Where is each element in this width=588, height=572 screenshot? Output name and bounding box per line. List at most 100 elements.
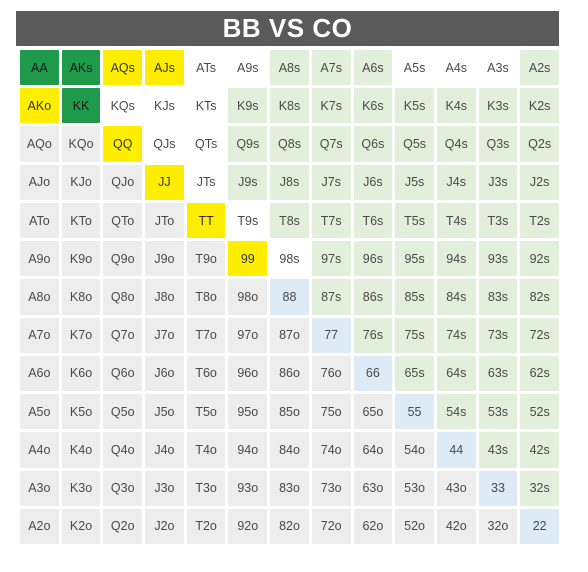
hand-cell-TT: TT — [186, 202, 226, 239]
hand-cell-63s: 63s — [478, 355, 518, 392]
hand-cell-K5o: K5o — [61, 394, 101, 430]
hand-cell-QTs: QTs — [194, 137, 218, 152]
hand-cell-K3s: K3s — [478, 88, 518, 124]
hand-cell-J6s: J6s — [353, 164, 393, 200]
hand-cell-J8o: J8o — [145, 279, 184, 315]
hand-cell-A4s: A4s — [445, 60, 468, 75]
hand-cell-75o: 75o — [311, 394, 351, 430]
hand-cell-K3o: K3o — [61, 470, 101, 506]
hand-cell-85o: 85o — [270, 394, 309, 430]
hand-cell-J7s: J7s — [311, 164, 351, 200]
hand-cell-76s: 76s — [353, 317, 393, 353]
hand-cell-32s: 32s — [520, 470, 559, 506]
hand-cell-KTo: KTo — [61, 202, 101, 239]
hand-cell-J6o: J6o — [145, 355, 184, 392]
hand-cell-J7o: J7o — [145, 317, 184, 353]
hand-cell-33: 33 — [478, 470, 518, 506]
hand-cell-JTs: JTs — [196, 175, 216, 190]
hand-cell-KQs: KQs — [110, 98, 135, 113]
hand-cell-83o: 83o — [270, 470, 309, 506]
hand-cell-A2s: A2s — [520, 50, 559, 86]
hand-cell-Q2o: Q2o — [103, 508, 143, 544]
hand-cell-84o: 84o — [270, 432, 309, 468]
hand-cell-QQ: QQ — [103, 126, 143, 162]
hand-cell-87o: 87o — [270, 317, 309, 353]
hand-cell-42s: 42s — [520, 432, 559, 468]
hand-cell-A5s: A5s — [403, 60, 426, 75]
hand-cell-76o: 76o — [311, 355, 351, 392]
hand-cell-44: 44 — [436, 432, 476, 468]
hand-cell-T7o: T7o — [186, 317, 226, 353]
hand-cell-96s: 96s — [353, 241, 393, 277]
hand-cell-Q8s: Q8s — [270, 126, 309, 162]
hand-cell-62o: 62o — [353, 508, 393, 544]
hand-cell-QJs: QJs — [153, 137, 176, 152]
hand-cell-J8s: J8s — [270, 164, 309, 200]
hand-cell-82s: 82s — [520, 279, 559, 315]
hand-cell-84s: 84s — [436, 279, 476, 315]
hand-cell-Q6o: Q6o — [103, 355, 143, 392]
hand-cell-AKs: AKs — [61, 50, 101, 86]
hand-cell-K5s: K5s — [395, 88, 434, 124]
hand-cell-AJs: AJs — [145, 50, 184, 86]
hand-cell-T8s: T8s — [270, 202, 309, 239]
hand-cell-K7s: K7s — [311, 88, 351, 124]
hand-cell-A4o: A4o — [20, 432, 59, 468]
hand-cell-86o: 86o — [270, 355, 309, 392]
hand-cell-J9o: J9o — [145, 241, 184, 277]
hand-cell-Q2s: Q2s — [520, 126, 559, 162]
hand-cell-K6o: K6o — [61, 355, 101, 392]
hand-cell-Q7o: Q7o — [103, 317, 143, 353]
hand-cell-Q9s: Q9s — [228, 126, 268, 162]
hand-cell-A6o: A6o — [20, 355, 59, 392]
hand-cell-T4o: T4o — [186, 432, 226, 468]
hand-cell-Q3s: Q3s — [478, 126, 518, 162]
hand-cell-43s: 43s — [478, 432, 518, 468]
hand-cell-62s: 62s — [520, 355, 559, 392]
hand-cell-65s: 65s — [395, 355, 434, 392]
hand-cell-A9o: A9o — [20, 241, 59, 277]
hand-cell-KK: KK — [61, 88, 101, 124]
hand-cell-65o: 65o — [353, 394, 393, 430]
hand-cell-JJ: JJ — [145, 164, 184, 200]
hand-cell-53o: 53o — [395, 470, 434, 506]
hand-cell-Q3o: Q3o — [103, 470, 143, 506]
hand-cell-32o: 32o — [478, 508, 518, 544]
hand-cell-K7o: K7o — [61, 317, 101, 353]
hand-cell-Q5o: Q5o — [103, 394, 143, 430]
hand-cell-T6s: T6s — [353, 202, 393, 239]
hand-cell-T3s: T3s — [478, 202, 518, 239]
hand-cell-Q8o: Q8o — [103, 279, 143, 315]
hand-cell-86s: 86s — [353, 279, 393, 315]
hand-cell-43o: 43o — [436, 470, 476, 506]
hand-cell-JTo: JTo — [145, 202, 184, 239]
hand-cell-T3o: T3o — [186, 470, 226, 506]
hand-cell-J2s: J2s — [520, 164, 559, 200]
hand-cell-T5s: T5s — [395, 202, 434, 239]
hand-cell-K4o: K4o — [61, 432, 101, 468]
hand-cell-A3o: A3o — [20, 470, 59, 506]
hand-cell-AQo: AQo — [20, 126, 59, 162]
hand-cell-ATo: ATo — [20, 202, 59, 239]
hand-cell-64s: 64s — [436, 355, 476, 392]
hand-cell-J3s: J3s — [478, 164, 518, 200]
hand-cell-KQo: KQo — [61, 126, 101, 162]
hand-cell-72o: 72o — [311, 508, 351, 544]
hand-cell-53s: 53s — [478, 394, 518, 430]
hand-cell-J4o: J4o — [145, 432, 184, 468]
hand-cell-J9s: J9s — [228, 164, 268, 200]
hand-cell-92s: 92s — [520, 241, 559, 277]
hand-cell-QTo: QTo — [103, 202, 143, 239]
hand-cell-66: 66 — [353, 355, 393, 392]
hand-cell-A8s: A8s — [270, 50, 309, 86]
hand-cell-J2o: J2o — [145, 508, 184, 544]
hand-cell-83s: 83s — [478, 279, 518, 315]
hand-cell-97s: 97s — [311, 241, 351, 277]
hand-cell-94s: 94s — [436, 241, 476, 277]
hand-cell-T9o: T9o — [186, 241, 226, 277]
hand-cell-73o: 73o — [311, 470, 351, 506]
hand-range-grid: AA AKs AQs AJs ATs A9s A8s A7s A6s A5s A4s A3s A2s AK… — [20, 50, 559, 544]
hand-cell-95o: 95o — [228, 394, 268, 430]
hand-cell-96o: 96o — [228, 355, 268, 392]
hand-cell-T9s: T9s — [237, 213, 259, 228]
